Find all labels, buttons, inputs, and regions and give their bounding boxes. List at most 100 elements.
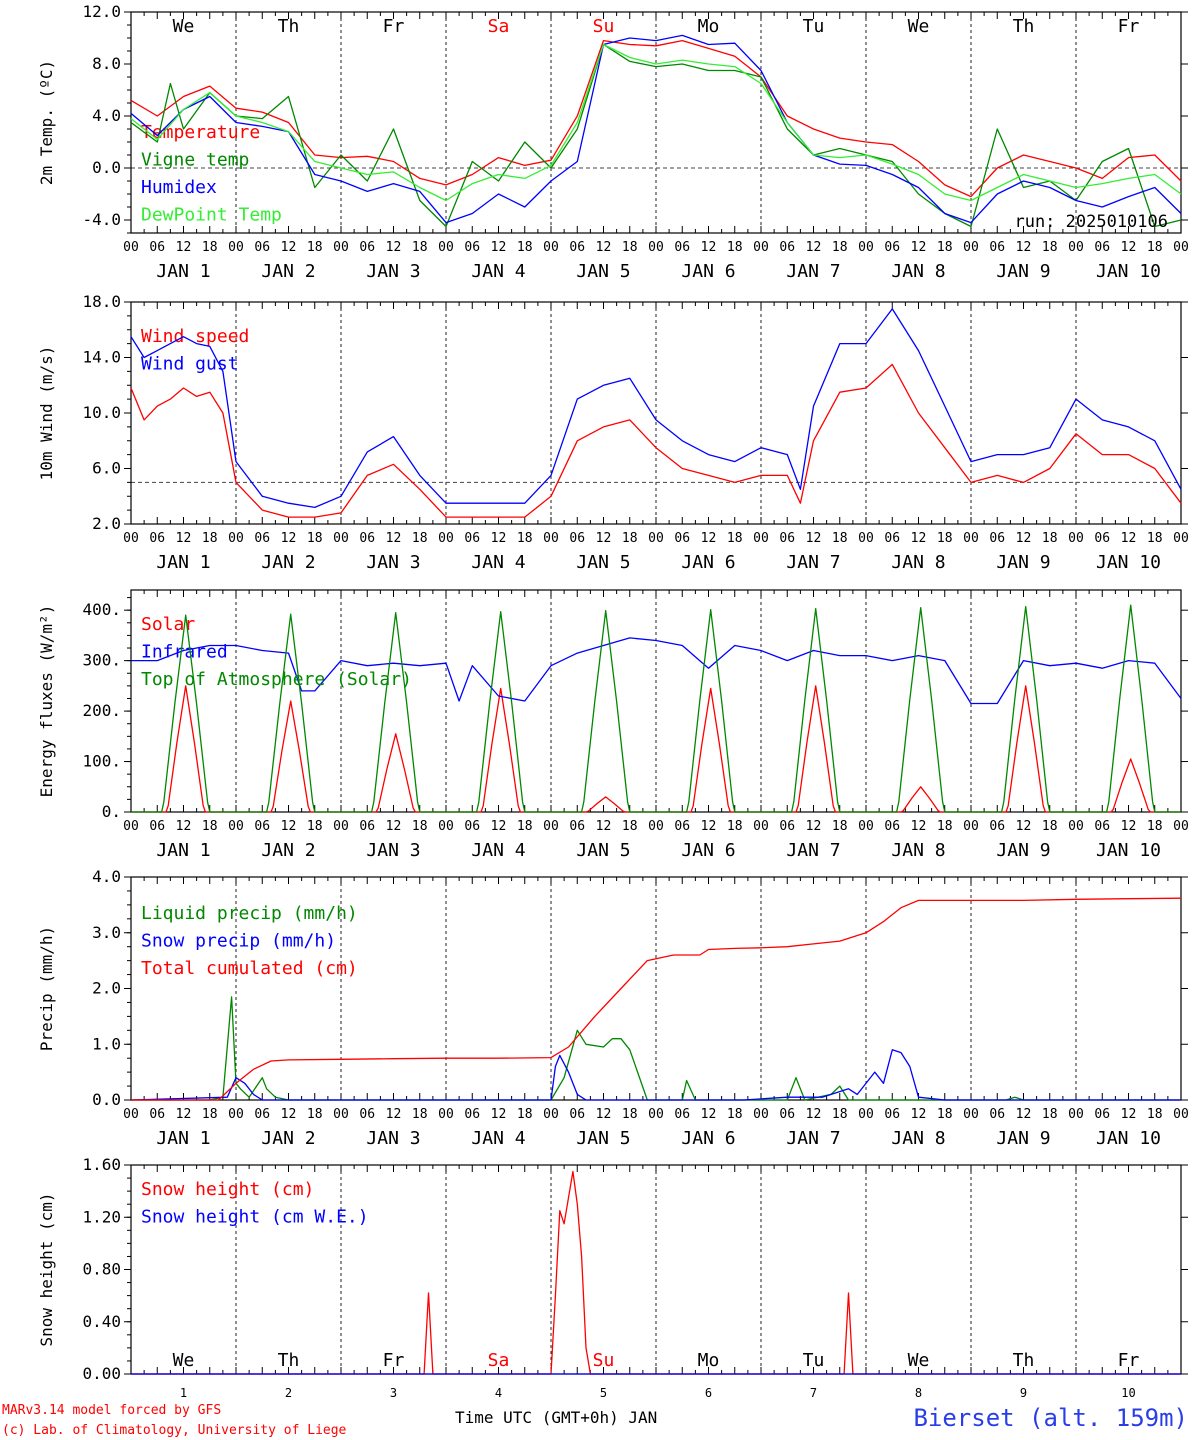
y-tick-label: 6.0 [92,459,121,478]
x-hour-label: 00 [1173,1107,1189,1122]
x-hour-label: 12 [1121,1107,1137,1122]
x-day-label: JAN 2 [261,840,315,861]
x-hour-label: 12 [176,240,192,255]
x-hour-label: 06 [884,1107,900,1122]
y-tick-label: 12.0 [82,2,121,21]
x-hour-label: 00 [543,819,559,834]
x-hour-label: 06 [1094,819,1110,834]
day-number-label: 4 [495,1386,502,1400]
y-tick-label: 4.0 [92,867,121,886]
y-tick-label: 0.80 [82,1260,121,1279]
x-hour-label: 12 [491,819,507,834]
x-hour-label: 00 [858,531,874,546]
x-hour-label: 18 [307,1107,323,1122]
x-hour-label: 18 [517,819,533,834]
weekday-label: Th [1013,16,1035,37]
x-hour-label: 00 [858,819,874,834]
x-hour-label: 00 [753,1107,769,1122]
x-hour-label: 12 [176,819,192,834]
x-hour-label: 12 [911,819,927,834]
x-hour-label: 12 [596,531,612,546]
x-hour-label: 18 [937,531,953,546]
x-hour-label: 00 [228,819,244,834]
x-hour-label: 06 [1094,1107,1110,1122]
chart-panel-4: 4.0 3.0 2.0 1.0 0.0 Precip (mm/h) 00 06 12 18 JAN … [37,867,1189,1149]
weekday-label: Sa [488,16,510,37]
x-hour-label: 00 [1068,1107,1084,1122]
day-number-label: 10 [1121,1386,1135,1400]
day-number-label: 2 [285,1386,292,1400]
x-day-label: JAN 7 [786,261,840,282]
y-tick-label: 2.0 [92,514,121,533]
x-hour-label: 12 [1121,819,1137,834]
x-hour-label: 00 [1068,531,1084,546]
x-hour-label: 00 [963,1107,979,1122]
x-hour-label: 12 [911,531,927,546]
y-tick-label: 0.0 [92,1090,121,1109]
x-day-label: JAN 5 [576,840,630,861]
x-hour-label: 00 [228,1107,244,1122]
x-hour-label: 12 [911,240,927,255]
x-hour-label: 18 [1042,531,1058,546]
x-hour-label: 00 [543,531,559,546]
x-hour-label: 12 [1016,819,1032,834]
legend-snow-precip-mm-h-: Snow precip (mm/h) [141,931,336,952]
y-tick-label: 0.00 [82,1364,121,1383]
x-hour-label: 12 [806,240,822,255]
weekday-label: Th [278,16,300,37]
day-number-label: 9 [1020,1386,1027,1400]
x-hour-label: 00 [858,1107,874,1122]
y-tick-label: 1.60 [82,1155,121,1174]
x-hour-label: 12 [491,240,507,255]
x-hour-label: 18 [1147,531,1163,546]
x-hour-label: 06 [464,819,480,834]
x-hour-label: 06 [989,1107,1005,1122]
x-day-label: JAN 3 [366,261,420,282]
x-day-label: JAN 9 [996,552,1050,573]
x-day-label: JAN 1 [156,552,210,573]
series-line-snow-precip-mm-h- [130,1049,1181,1101]
series-line-wind-speed [130,363,1182,518]
x-hour-label: 12 [911,1107,927,1122]
x-day-label: JAN 10 [1096,1128,1161,1149]
x-hour-label: 06 [149,819,165,834]
x-hour-label: 06 [569,1107,585,1122]
x-hour-label: 18 [412,531,428,546]
x-hour-label: 00 [123,819,139,834]
y-axis-label: Precip (mm/h) [37,926,56,1051]
x-hour-label: 06 [779,819,795,834]
x-axis-title: Time UTC (GMT+0h) JAN [455,1408,657,1427]
x-hour-label: 00 [333,531,349,546]
x-hour-label: 00 [543,240,559,255]
x-day-label: JAN 6 [681,1128,735,1149]
y-axis-label: Energy fluxes (W/m²) [37,605,56,798]
x-hour-label: 18 [727,531,743,546]
x-hour-label: 12 [281,819,297,834]
x-hour-label: 06 [779,531,795,546]
x-hour-label: 06 [359,240,375,255]
weekday-label: We [908,16,930,37]
x-hour-label: 12 [596,819,612,834]
x-hour-label: 06 [254,531,270,546]
x-day-label: JAN 1 [156,261,210,282]
x-day-label: JAN 8 [891,261,945,282]
x-hour-label: 00 [543,1107,559,1122]
series-line-infrared [131,637,1182,705]
legend-infrared: Infrared [141,642,228,663]
y-tick-label: 100. [82,752,121,771]
y-tick-label: 200. [82,701,121,720]
y-tick-label: 0.40 [82,1312,121,1331]
x-hour-label: 06 [674,1107,690,1122]
x-hour-label: 12 [596,240,612,255]
x-day-label: JAN 7 [786,1128,840,1149]
x-day-label: JAN 4 [471,261,525,282]
series-line-temperature [130,39,1182,198]
x-hour-label: 00 [648,1107,664,1122]
x-day-label: JAN 3 [366,552,420,573]
x-hour-label: 06 [569,819,585,834]
x-day-label: JAN 9 [996,1128,1050,1149]
x-hour-label: 12 [386,1107,402,1122]
x-hour-label: 06 [779,1107,795,1122]
x-hour-label: 06 [779,240,795,255]
x-hour-label: 12 [806,1107,822,1122]
